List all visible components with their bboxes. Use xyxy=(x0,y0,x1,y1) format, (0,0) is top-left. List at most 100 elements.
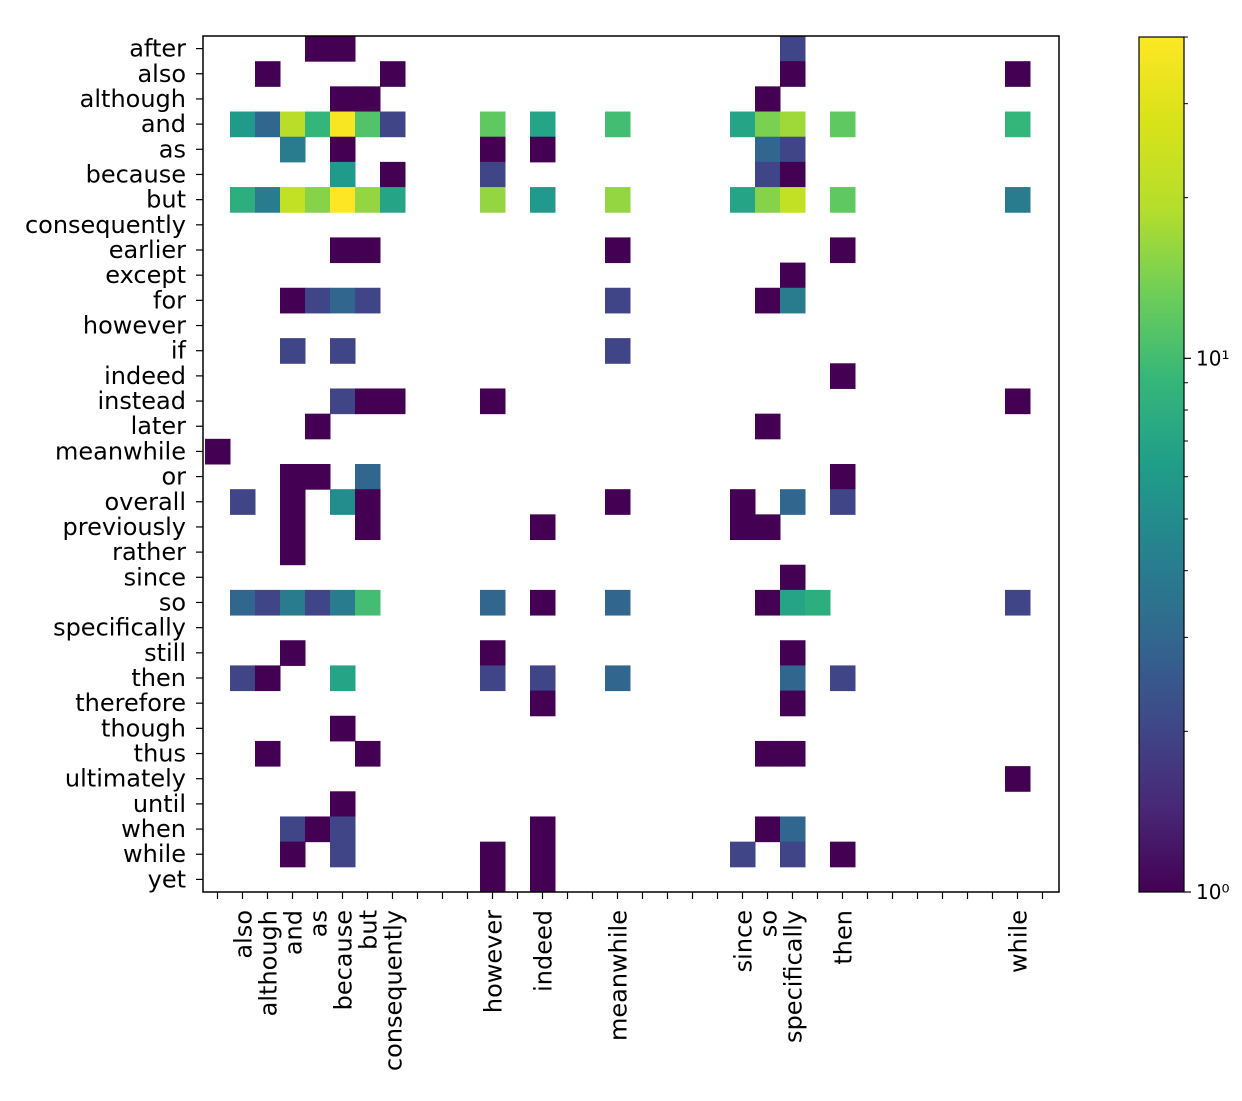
heatmap-cell xyxy=(355,740,381,767)
heatmap-cell xyxy=(230,589,256,616)
heatmap-cell xyxy=(280,187,306,213)
heatmap-cell xyxy=(530,866,556,893)
colorbar-tick-label: 10¹ xyxy=(1196,346,1229,370)
x-tick-label: and xyxy=(280,910,308,955)
heatmap-cell xyxy=(480,640,506,666)
y-tick-label: although xyxy=(80,85,186,113)
y-tick-label: consequently xyxy=(25,211,186,239)
heatmap-cell xyxy=(805,589,831,616)
x-tick-label: because xyxy=(330,910,358,1010)
y-tick-label: overall xyxy=(104,488,186,516)
y-tick-label: ultimately xyxy=(65,765,186,793)
y-tick-label: therefore xyxy=(75,689,186,717)
heatmap-cell xyxy=(305,413,331,440)
y-tick-label: though xyxy=(101,714,186,742)
heatmap-cell xyxy=(480,866,506,893)
heatmap-cell xyxy=(380,61,406,87)
heatmap-cell xyxy=(530,589,556,616)
y-tick-label: still xyxy=(144,639,186,667)
heatmap-cell xyxy=(730,514,756,541)
y-tick-label: if xyxy=(171,337,187,365)
y-tick-label: when xyxy=(121,815,186,843)
heatmap-cell xyxy=(730,187,756,213)
heatmap-cell xyxy=(280,539,306,566)
heatmap-cell xyxy=(480,841,506,868)
heatmap-cell xyxy=(280,514,306,541)
y-tick-label: while xyxy=(123,840,186,868)
heatmap-cell xyxy=(480,187,506,213)
heatmap-cell xyxy=(830,841,856,868)
x-tick-label: meanwhile xyxy=(605,910,633,1041)
heatmap-cell xyxy=(355,489,381,515)
heatmap-cell xyxy=(380,111,406,138)
heatmap-cell xyxy=(730,111,756,138)
heatmap-cell xyxy=(255,589,281,616)
heatmap-cell xyxy=(305,111,331,138)
heatmap-cell xyxy=(1005,589,1031,616)
heatmap-cell xyxy=(530,514,556,541)
x-tick-label: while xyxy=(1005,910,1033,973)
heatmap-cell xyxy=(1005,111,1031,138)
heatmap-cell xyxy=(780,690,806,717)
heatmap-cell xyxy=(280,111,306,138)
x-tick-label: consequently xyxy=(380,910,408,1071)
heatmap-cell xyxy=(605,589,631,616)
heatmap-cell xyxy=(355,111,381,138)
heatmap-cell xyxy=(730,841,756,868)
heatmap-cell xyxy=(780,841,806,868)
heatmap-cell xyxy=(330,489,356,515)
y-tick-label: except xyxy=(105,261,186,289)
heatmap-cell xyxy=(755,287,781,314)
heatmap-cell xyxy=(780,287,806,314)
heatmap-cell xyxy=(755,161,781,188)
heatmap-cell xyxy=(330,287,356,314)
heatmap-cell xyxy=(530,187,556,213)
y-tick-label: until xyxy=(133,790,186,818)
heatmap-cell xyxy=(330,816,356,843)
heatmap-cell xyxy=(355,464,381,490)
x-tick-label: since xyxy=(730,910,758,972)
heatmap-cell xyxy=(280,287,306,314)
heatmap-cell xyxy=(730,489,756,515)
heatmap-cell xyxy=(480,388,506,415)
heatmap-cell xyxy=(605,287,631,314)
heatmap-cell xyxy=(780,740,806,767)
heatmap-cell xyxy=(830,489,856,515)
heatmap-cell xyxy=(305,187,331,213)
heatmap-cell xyxy=(605,338,631,364)
heatmap-cell xyxy=(380,161,406,188)
heatmap-cell xyxy=(330,665,356,692)
heatmap-cells xyxy=(205,36,1031,893)
colorbar: 10⁰ 10¹ xyxy=(1138,36,1229,904)
heatmap-cell xyxy=(280,136,306,163)
x-tick-label: although xyxy=(255,910,283,1016)
heatmap-cell xyxy=(530,841,556,868)
heatmap-cell xyxy=(380,388,406,415)
heatmap-cell xyxy=(305,464,331,490)
heatmap-cell xyxy=(530,816,556,843)
y-tick-label: specifically xyxy=(53,614,186,642)
heatmap-cell xyxy=(755,816,781,843)
heatmap-cell xyxy=(305,816,331,843)
heatmap-cell xyxy=(530,690,556,717)
heatmap-cell xyxy=(280,589,306,616)
heatmap-cell xyxy=(205,438,231,465)
heatmap-cell xyxy=(330,136,356,163)
heatmap-cell xyxy=(830,665,856,692)
x-tick-label: specifically xyxy=(780,910,808,1043)
plot-frame xyxy=(202,35,1060,893)
y-tick-label: since xyxy=(124,563,186,591)
y-tick-label: however xyxy=(83,312,186,340)
y-tick-label: yet xyxy=(148,865,186,893)
heatmap-cell xyxy=(780,665,806,692)
heatmap-cell xyxy=(255,187,281,213)
x-tick-label: however xyxy=(480,910,508,1013)
heatmap-cell xyxy=(330,187,356,213)
y-tick-label: for xyxy=(153,286,186,314)
y-tick-label: because xyxy=(86,160,186,188)
heatmap-cell xyxy=(230,111,256,138)
y-tick-label: so xyxy=(159,588,186,616)
heatmap-cell xyxy=(355,237,381,264)
heatmap-cell xyxy=(1005,766,1031,792)
